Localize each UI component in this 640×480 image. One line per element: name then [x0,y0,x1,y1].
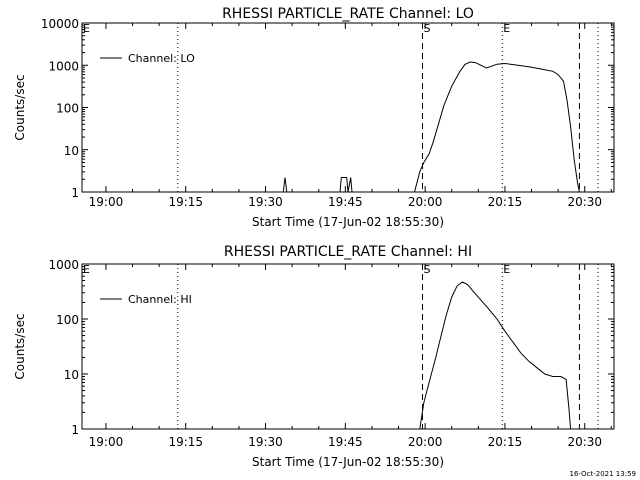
footer-timestamp: 16-Oct-2021 13:59 [570,470,636,478]
x-tick-label: 20:30 [567,435,602,449]
x-axis-label: Start Time (17-Jun-02 18:55:30) [252,215,444,229]
y-axis-label: Counts/sec [13,313,27,379]
event-marker-label: E [83,263,90,276]
x-tick-label: 19:00 [89,195,124,209]
plot-frame [81,22,615,193]
event-marker-label: E [503,22,510,35]
x-tick-label: 19:00 [89,435,124,449]
event-marker-label: E [503,263,510,276]
y-tick-label: 1000 [48,59,79,73]
x-tick-label: 20:15 [488,435,523,449]
y-tick-label: 1 [71,186,79,200]
plot-frame [81,263,615,430]
legend-label: Channel: HI [128,293,192,306]
y-tick-label: 1000 [48,258,79,272]
x-tick-label: 19:30 [248,195,283,209]
x-tick-label: 19:30 [248,435,283,449]
y-tick-label: 1 [71,423,79,437]
x-tick-label: 19:15 [168,435,203,449]
y-tick-label: 100 [56,313,79,327]
chart-title: RHESSI PARTICLE_RATE Channel: LO [222,6,474,22]
event-marker-label: E [83,22,90,35]
x-tick-label: 20:15 [488,195,523,209]
series-line-2 [419,281,572,430]
x-tick-label: 20:30 [567,195,602,209]
x-tick-label: 19:45 [328,435,363,449]
x-tick-label: 19:15 [168,195,203,209]
x-tick-label: 20:00 [408,435,443,449]
x-axis-label: Start Time (17-Jun-02 18:55:30) [252,455,444,469]
x-tick-label: 20:00 [408,195,443,209]
event-marker-label: S [423,263,430,276]
y-tick-label: 10 [64,144,79,158]
chart-panel-1: RHESSI PARTICLE_RATE Channel: LO Start Ti… [13,6,615,229]
x-tick-label: 19:45 [328,195,363,209]
event-marker-label: S [423,22,430,35]
legend-label: Channel: LO [128,52,195,65]
y-tick-label: 10 [64,368,79,382]
chart-title: RHESSI PARTICLE_RATE Channel: HI [224,244,472,260]
y-axis-label: Counts/sec [13,74,27,140]
chart-panel-2: RHESSI PARTICLE_RATE Channel: HI Start Ti… [13,244,615,469]
y-tick-label: 100 [56,102,79,116]
y-tick-label: 10000 [41,17,79,31]
series-line-1 [282,61,580,193]
